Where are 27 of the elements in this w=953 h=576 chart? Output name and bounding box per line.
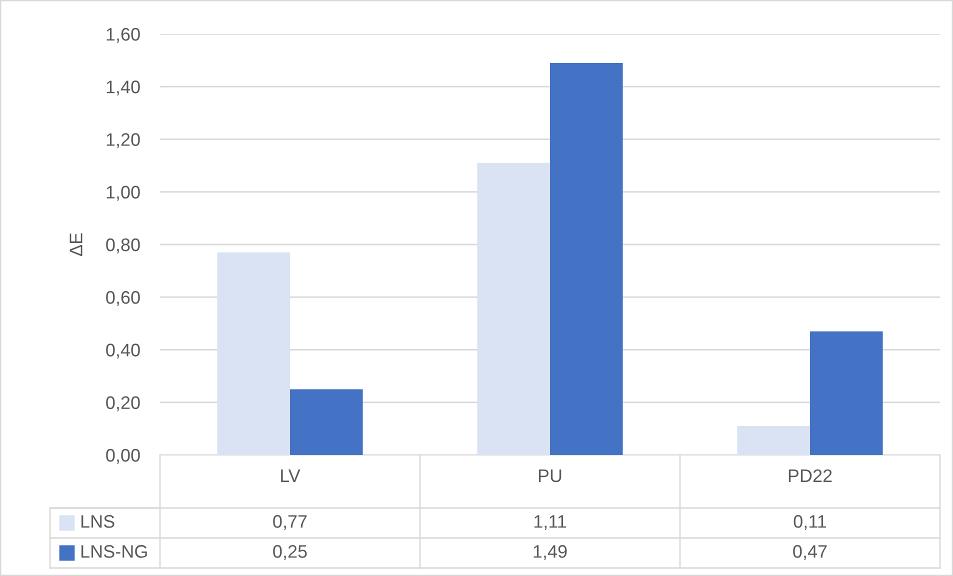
y-tick-label: 1,20 (106, 133, 140, 148)
bar (737, 426, 810, 455)
legend-label: LNS-NG (81, 545, 147, 558)
y-tick-label: 0,60 (106, 291, 140, 306)
data-label: 0,25 (273, 545, 307, 560)
y-tick-label: 0,40 (106, 344, 140, 359)
legend-label: LNS (81, 515, 114, 528)
bar (217, 252, 290, 455)
y-tick-label: 1,60 (106, 28, 140, 43)
bar (810, 331, 883, 455)
bar (550, 62, 623, 455)
y-tick-label: 1,00 (106, 186, 140, 201)
data-label: 0,77 (273, 515, 307, 530)
y-tick-label: 1,40 (106, 80, 140, 96)
data-label: 1,11 (534, 515, 566, 530)
y-tick-label: 0,00 (106, 448, 140, 464)
data-label: 1,49 (534, 545, 567, 560)
data-label: 0,11 (794, 515, 826, 530)
bar (290, 389, 363, 455)
y-axis-title: ΔE (70, 233, 82, 256)
y-tick-label: 0,80 (106, 238, 140, 254)
y-tick-label: 0,20 (106, 396, 140, 412)
x-tick-label: LV (281, 470, 300, 482)
data-label: 0,47 (793, 545, 827, 560)
bar (477, 162, 550, 455)
x-tick-label: PD22 (788, 469, 832, 482)
x-tick-label: PU (538, 470, 562, 482)
